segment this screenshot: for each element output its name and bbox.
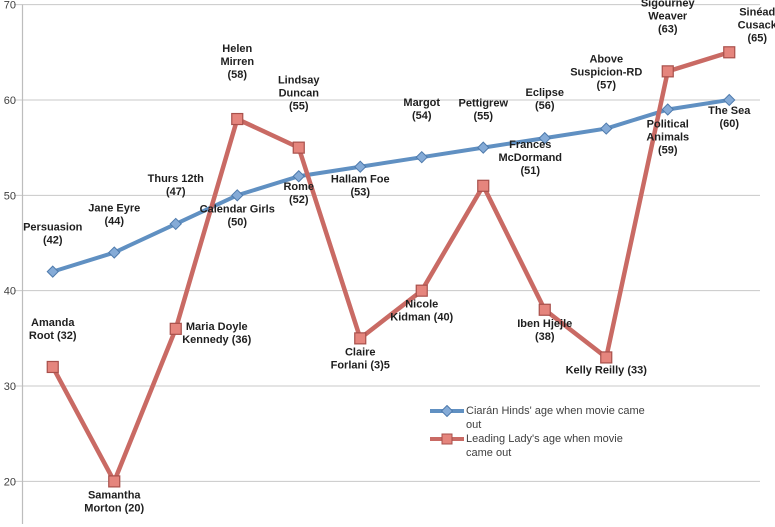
leading-lady-point-label: Kennedy (36) [182, 334, 251, 346]
diamond-marker-icon [415, 150, 428, 164]
leading-lady-point-label: (58) [227, 69, 247, 81]
blue-diamond-line-icon [430, 405, 464, 417]
leading-lady-point-label: Duncan [279, 88, 320, 100]
hinds-point-label: Rome [283, 181, 314, 193]
legend-label-leading-lady: Leading Lady's age when movie came out [466, 433, 623, 459]
leading-lady-point-label: Amanda [31, 317, 75, 329]
square-marker-icon [415, 284, 428, 297]
hinds-point-label: (56) [535, 100, 555, 112]
leading-lady-point-label: Kidman (40) [390, 312, 453, 324]
red-square-line-icon [430, 433, 464, 445]
leading-lady-point-label: (38) [535, 331, 555, 343]
leading-lady-point-label: Nicole [405, 299, 438, 311]
hinds-point-label: The Sea [708, 105, 751, 117]
hinds-point-label: Above [589, 54, 623, 66]
diamond-marker-icon [292, 170, 305, 183]
hinds-point-label: Calendar Girls [200, 203, 275, 215]
leading-lady-point-label: (65) [747, 32, 767, 44]
hinds-point-label: (54) [412, 110, 432, 122]
leading-lady-series-line [50, 50, 732, 484]
leading-lady-point-label: Sinéad [739, 6, 775, 18]
hinds-point-label: (44) [104, 216, 124, 228]
hinds-point-label: Margot [403, 97, 440, 109]
diamond-marker-icon [231, 189, 244, 202]
legend-item-leading-lady: Leading Lady's age when movie came out [430, 432, 651, 460]
y-axis-tick-label: 50 [4, 190, 16, 202]
square-marker-icon [723, 46, 736, 59]
hinds-point-label: Animals [646, 131, 689, 143]
hinds-point-label: Persuasion [23, 222, 83, 234]
hinds-series-line [50, 97, 732, 274]
leading-lady-point-label: Claire [345, 346, 376, 358]
hinds-point-label: Jane Eyre [88, 203, 140, 215]
diamond-marker-icon [661, 103, 674, 116]
leading-lady-point-label: Samantha [88, 489, 141, 501]
square-marker-icon [108, 475, 121, 488]
legend-label-hinds: Ciarán Hinds' age when movie came out [466, 405, 645, 431]
leading-lady-point-label: Cusack [738, 19, 775, 31]
y-axis-tick-label: 30 [4, 381, 16, 393]
diamond-marker-icon [538, 131, 551, 145]
square-marker-icon [661, 65, 674, 78]
diamond-marker-icon [354, 160, 367, 173]
hinds-point-label: (50) [227, 216, 247, 228]
diamond-marker-icon [108, 246, 121, 259]
square-marker-icon [292, 141, 305, 154]
hinds-point-label: (42) [43, 235, 63, 247]
leading-lady-point-label: Kelly Reilly (33) [566, 364, 648, 376]
leading-lady-point-label: (55) [289, 101, 309, 113]
hinds-point-label: Hallam Foe [331, 174, 390, 186]
square-marker-icon [354, 332, 367, 345]
y-axis-tick-label: 40 [4, 286, 16, 298]
diamond-marker-icon [723, 93, 736, 107]
legend-item-hinds: Ciarán Hinds' age when movie came out [430, 404, 651, 432]
hinds-point-label: (60) [719, 118, 739, 130]
leading-lady-point-label: (51) [520, 165, 540, 177]
leading-lady-point-label: Mirren [220, 56, 254, 68]
square-marker-icon [169, 322, 182, 335]
diamond-marker-icon [46, 265, 59, 278]
diamond-marker-icon [477, 141, 490, 154]
y-axis-tick-label: 70 [4, 0, 16, 12]
square-marker-icon [477, 179, 490, 192]
leading-lady-point-label: Root (32) [29, 330, 77, 342]
diamond-marker-icon [600, 122, 613, 135]
square-marker-icon [600, 351, 613, 364]
leading-lady-point-label: Iben Hjejle [517, 318, 572, 330]
leading-lady-point-label: Forlani (3)5 [331, 359, 390, 371]
chart-legend: Ciarán Hinds' age when movie came out Le… [430, 404, 651, 460]
hinds-point-label: Political [647, 118, 689, 130]
leading-lady-point-label: Morton (20) [84, 502, 144, 514]
leading-lady-point-label: Lindsay [278, 75, 320, 87]
hinds-point-label: Suspicion-RD [570, 67, 642, 79]
hinds-point-label: (47) [166, 186, 186, 198]
y-axis-tick-label: 20 [4, 476, 16, 488]
hinds-point-label: Eclipse [525, 87, 564, 99]
leading-lady-point-label: Weaver [648, 10, 688, 22]
hinds-point-label: Thurs 12th [148, 173, 205, 185]
hinds-point-label: (53) [350, 187, 370, 199]
hinds-point-label: (52) [289, 194, 309, 206]
leading-lady-point-label: Helen [222, 43, 252, 55]
hinds-point-label: Pettigrew [458, 98, 508, 110]
leading-lady-point-label: Maria Doyle [186, 321, 248, 333]
hinds-point-label: (59) [658, 144, 678, 156]
diamond-marker-icon [169, 217, 182, 231]
square-marker-icon [538, 303, 551, 316]
hinds-point-label: (55) [473, 111, 493, 123]
hinds-point-label: (57) [596, 80, 616, 92]
leading-lady-point-label: (63) [658, 23, 678, 35]
leading-lady-point-label: Sigourney [641, 0, 696, 9]
square-marker-icon [231, 112, 244, 126]
leading-lady-point-label: McDormand [498, 152, 562, 164]
y-axis-tick-label: 60 [4, 95, 16, 107]
square-marker-icon [46, 360, 59, 374]
leading-lady-point-label: Frances [509, 139, 551, 151]
